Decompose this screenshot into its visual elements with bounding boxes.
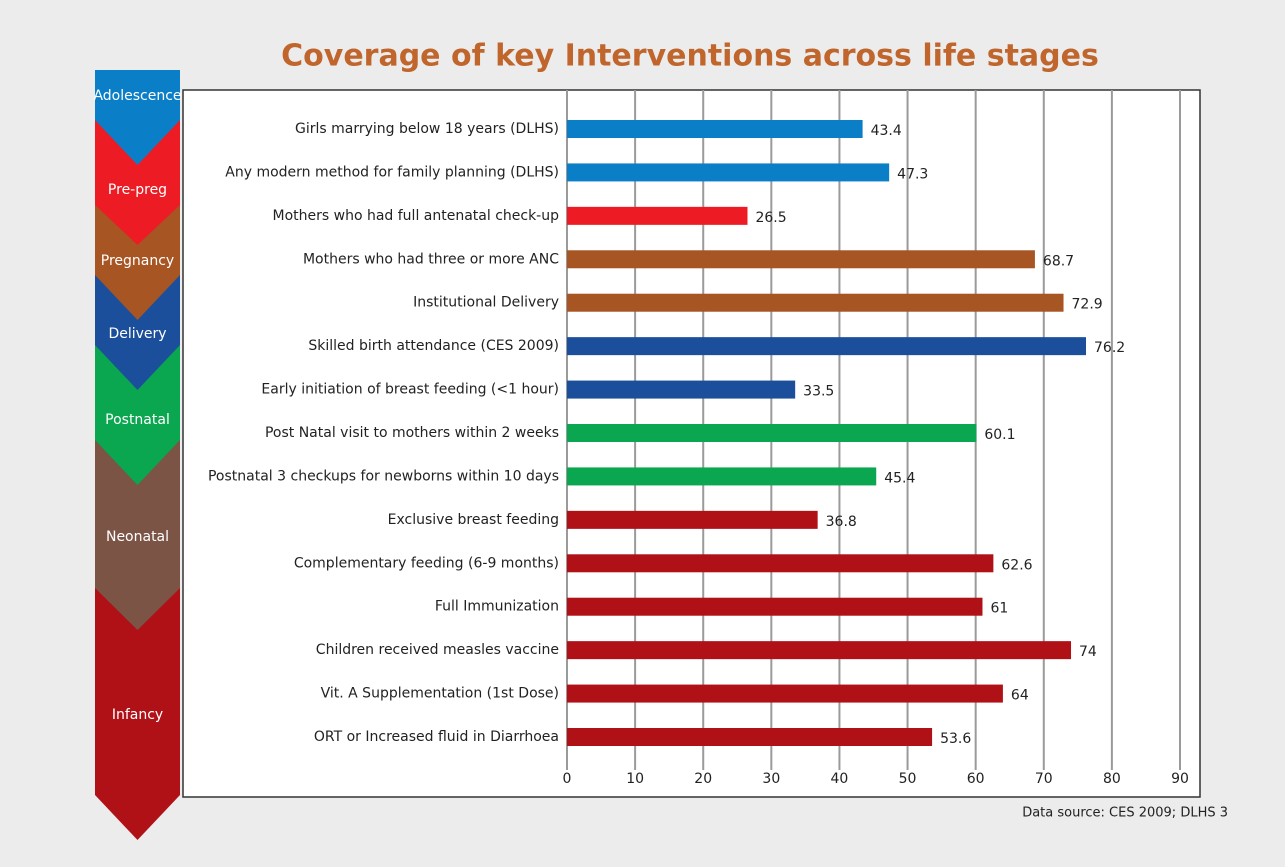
value-label: 26.5 [755, 210, 786, 226]
value-label: 68.7 [1043, 253, 1074, 269]
category-label: Girls marrying below 18 years (DLHS) [295, 121, 559, 137]
x-tick-label: 50 [899, 771, 917, 787]
category-label: Institutional Delivery [413, 295, 559, 311]
stage-chevron [95, 588, 180, 840]
value-label: 33.5 [803, 384, 834, 400]
value-label: 72.9 [1072, 297, 1103, 313]
stage-label: Pregnancy [101, 253, 174, 269]
stage-label: Adolescence [93, 88, 181, 104]
category-label: ORT or Increased fluid in Diarrhoea [314, 729, 559, 745]
x-tick-label: 20 [694, 771, 712, 787]
category-label: Any modern method for family planning (D… [225, 164, 559, 180]
bar [567, 206, 748, 225]
category-label: Mothers who had three or more ANC [303, 251, 559, 267]
value-label: 74 [1079, 644, 1097, 660]
value-label: 45.4 [884, 470, 915, 486]
bar [567, 641, 1072, 660]
category-label: Vit. A Supplementation (1st Dose) [321, 686, 559, 702]
x-tick-label: 60 [967, 771, 985, 787]
stage-label: Pre-preg [108, 182, 167, 198]
category-label: Full Immunization [435, 599, 559, 615]
bar [567, 380, 796, 399]
bar [567, 684, 1003, 703]
bar [567, 163, 890, 182]
value-label: 43.4 [871, 123, 902, 139]
stage-label: Infancy [112, 707, 163, 723]
category-label: Children received measles vaccine [316, 642, 559, 658]
x-tick-label: 40 [831, 771, 849, 787]
bar [567, 293, 1064, 312]
bar [567, 250, 1035, 269]
stage-label: Postnatal [105, 412, 170, 428]
x-tick-label: 70 [1035, 771, 1053, 787]
value-label: 60.1 [984, 427, 1015, 443]
bar [567, 597, 983, 616]
stage-chevron [95, 205, 180, 320]
value-label: 53.6 [940, 731, 971, 747]
x-tick-label: 30 [762, 771, 780, 787]
bar [567, 424, 977, 442]
stage-chevron [95, 275, 180, 390]
category-label: Skilled birth attendance (CES 2009) [308, 338, 559, 354]
stage-chevron [95, 120, 180, 245]
x-tick-label: 80 [1103, 771, 1121, 787]
chart-title: Coverage of key Interventions across lif… [281, 39, 1099, 74]
bar [567, 728, 933, 746]
source-note: Data source: CES 2009; DLHS 3 [1022, 806, 1228, 821]
category-label: Complementary feeding (6-9 months) [294, 555, 559, 571]
stage-label: Delivery [108, 326, 166, 342]
x-tick-label: 90 [1171, 771, 1189, 787]
category-label: Mothers who had full antenatal check-up [273, 208, 560, 224]
x-tick-label: 10 [626, 771, 644, 787]
value-label: 61 [990, 601, 1008, 617]
value-label: 76.2 [1094, 340, 1125, 356]
bar [567, 337, 1087, 356]
category-label: Early initiation of breast feeding (<1 h… [261, 382, 559, 398]
value-label: 64 [1011, 688, 1029, 704]
category-label: Postnatal 3 checkups for newborns within… [208, 468, 559, 484]
value-label: 36.8 [826, 514, 857, 530]
bar [567, 467, 877, 486]
x-tick-label: 0 [563, 771, 572, 787]
bar [567, 554, 994, 573]
category-label: Post Natal visit to mothers within 2 wee… [265, 425, 559, 441]
value-label: 62.6 [1001, 557, 1032, 573]
bar [567, 510, 818, 529]
stage-chevron [95, 70, 180, 165]
category-label: Exclusive breast feeding [388, 512, 559, 528]
stage-chevron [95, 345, 180, 485]
stage-chevron [95, 440, 180, 630]
bar [567, 120, 863, 138]
stage-label: Neonatal [106, 529, 169, 545]
value-label: 47.3 [897, 166, 928, 182]
